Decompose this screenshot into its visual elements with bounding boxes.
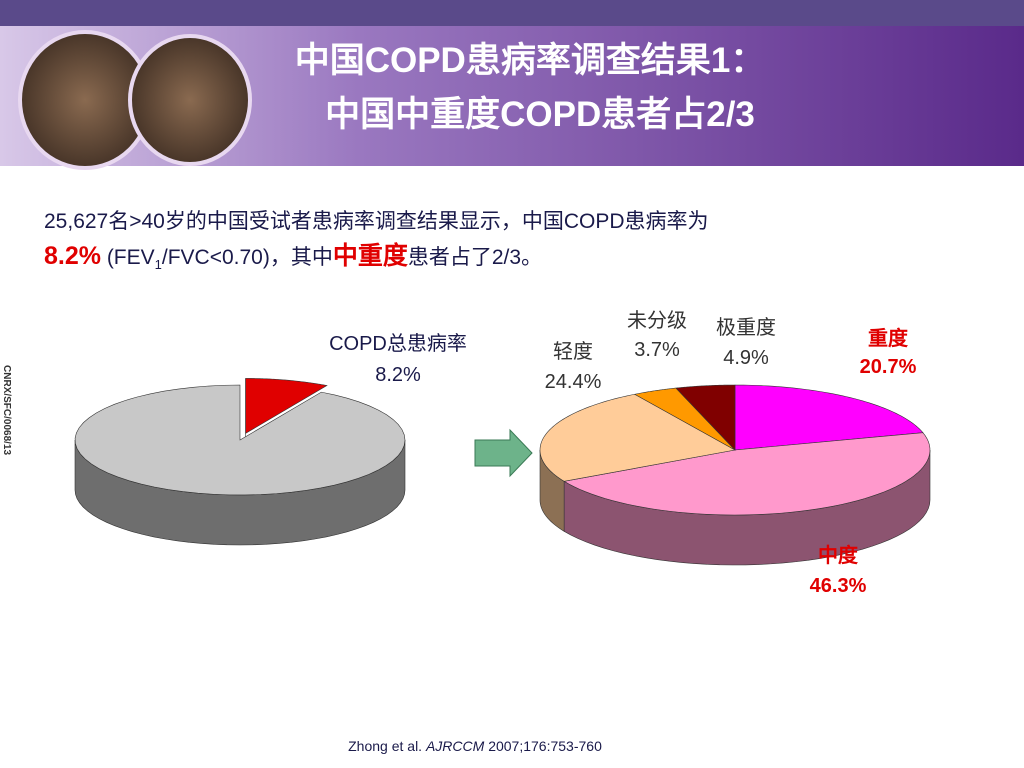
title-line: 中国中重度COPD患者占2/3 xyxy=(325,95,755,134)
citation: Zhong et al. AJRCCM 2007;176:753-760 xyxy=(348,738,602,754)
slice-label: 中度 xyxy=(818,543,859,567)
citation-journal: AJRCCM xyxy=(425,738,485,754)
value-label: 4.9% xyxy=(723,347,769,369)
citation-details: 2007;176:753-760 xyxy=(488,738,602,754)
slice xyxy=(734,384,924,451)
slice xyxy=(675,384,736,451)
slice-label: 轻度 xyxy=(553,340,593,363)
slice xyxy=(633,387,736,451)
value-label: 24.4% xyxy=(545,371,602,393)
value-label: 3.7% xyxy=(634,339,680,361)
text: /FVC<0.70)，其中 xyxy=(161,246,333,269)
body-text: 25,627名>40岁的中国受试者患病率调查结果显示，中国COPD患病率为 8.2… xyxy=(44,205,984,282)
side-code: CNRX/SFC/0068/13 xyxy=(1,365,12,455)
citation-authors: Zhong et al. xyxy=(348,738,422,754)
title-line: 中国COPD患病率调查结果1： xyxy=(295,41,766,80)
text-highlight: 8.2% xyxy=(44,242,101,270)
text: 患者占了2/3。 xyxy=(407,246,543,269)
top-strip xyxy=(0,0,1024,26)
photo xyxy=(128,34,252,166)
arrow xyxy=(474,428,533,478)
slice xyxy=(563,432,931,516)
slice xyxy=(245,378,328,434)
value-label: 20.7% xyxy=(860,356,917,378)
text: 25,627名>40岁的中国受试者患病率调查结果显示，中国COPD患病率为 xyxy=(44,210,709,233)
value-label: 46.3% xyxy=(810,575,867,597)
slice-label: 重度 xyxy=(868,326,909,350)
text: (FEV xyxy=(100,246,155,269)
value-label: 8.2% xyxy=(375,364,421,386)
slice xyxy=(539,393,736,482)
slice-label: 极重度 xyxy=(716,316,776,339)
text-highlight: 中重度 xyxy=(332,242,408,270)
subscript: 1 xyxy=(154,257,162,273)
slice-label: 未分级 xyxy=(627,309,687,332)
slice xyxy=(74,384,406,496)
slice-label: COPD总患病率 xyxy=(329,332,467,355)
